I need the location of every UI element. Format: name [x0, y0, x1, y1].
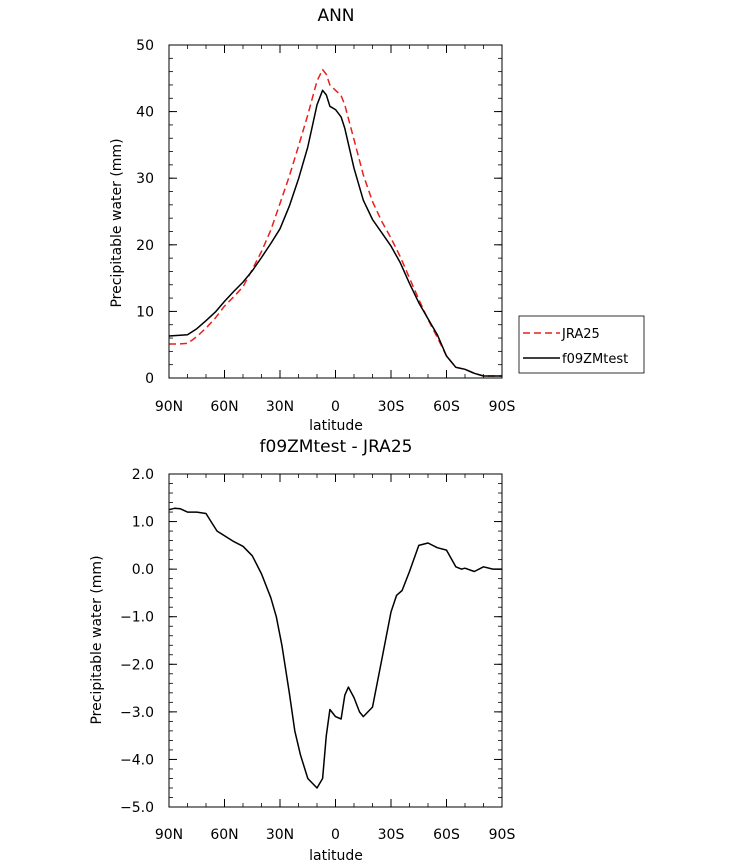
- top-x-tick-label: 60S: [433, 399, 460, 415]
- bottom-panel: f09ZMtest - JRA25 −5.0 −4.0 −3.0 −2.0 −1.0 0.…: [89, 437, 515, 864]
- bot-x-tick-label: 60N: [210, 827, 238, 843]
- legend-box: [518, 315, 645, 374]
- top-x-tick-label: 90N: [155, 399, 183, 415]
- bot-x-tick-label: 30N: [266, 827, 294, 843]
- top-panel: ANN 0 10 20 30 40 50 90N 60N 30N 0 30S 60S 90S lati…: [109, 6, 645, 434]
- bot-y-tick-label: 2.0: [132, 467, 154, 483]
- top-y-tick-label: 20: [136, 238, 154, 254]
- bottom-x-tick-labels: 90N 60N 30N 0 30S 60S 90S: [155, 827, 516, 843]
- bot-y-tick-label: −5.0: [120, 800, 154, 816]
- top-y-tick-label: 0: [145, 371, 154, 387]
- top-plot-frame: [168, 44, 503, 379]
- top-series-group: [168, 68, 502, 377]
- top-y-tick-label: 10: [136, 304, 154, 320]
- bot-series-difference-line: [168, 507, 502, 789]
- top-chart-title: ANN: [317, 6, 354, 26]
- top-series-jra25-line: [169, 68, 502, 377]
- bot-y-tick-label: −4.0: [120, 752, 154, 768]
- bot-x-tick-label: 30S: [378, 827, 405, 843]
- top-x-axis-label: latitude: [309, 418, 363, 434]
- legend-label-jra25: JRA25: [561, 327, 600, 342]
- top-x-tick-label: 30S: [378, 399, 405, 415]
- legend-label-f09zmtest: f09ZMtest: [562, 352, 628, 367]
- bottom-chart-title: f09ZMtest - JRA25: [260, 437, 413, 457]
- top-y-tick-labels: 0 10 20 30 40 50: [136, 38, 154, 387]
- bottom-ticks: [168, 473, 503, 808]
- bottom-y-tick-labels: −5.0 −4.0 −3.0 −2.0 −1.0 0.0 1.0 2.0: [120, 467, 154, 816]
- top-y-tick-label: 30: [136, 171, 154, 187]
- top-x-tick-label: 90S: [489, 399, 516, 415]
- top-series-f09zmtest-line: [168, 89, 502, 377]
- legend: JRA25 f09ZMtest: [518, 315, 645, 374]
- top-x-tick-label: 60N: [210, 399, 238, 415]
- bot-x-tick-label: 60S: [433, 827, 460, 843]
- bot-y-tick-label: −3.0: [120, 705, 154, 721]
- top-x-tick-label: 0: [331, 399, 340, 415]
- top-x-tick-label: 30N: [266, 399, 294, 415]
- bottom-series-group: [168, 507, 502, 789]
- bot-y-tick-label: −2.0: [120, 657, 154, 673]
- bot-y-tick-label: −1.0: [120, 610, 154, 626]
- bottom-plot-frame: [168, 473, 503, 808]
- bot-x-tick-label: 90N: [155, 827, 183, 843]
- bot-y-tick-label: 0.0: [132, 562, 154, 578]
- top-y-tick-label: 50: [136, 38, 154, 54]
- top-x-tick-labels: 90N 60N 30N 0 30S 60S 90S: [155, 399, 516, 415]
- bot-x-tick-label: 0: [331, 827, 340, 843]
- bot-y-tick-label: 1.0: [132, 515, 154, 531]
- top-ticks: [168, 44, 503, 379]
- bot-x-tick-label: 90S: [489, 827, 516, 843]
- bottom-x-axis-label: latitude: [309, 848, 363, 864]
- bottom-y-axis-label: Precipitable water (mm): [89, 555, 105, 724]
- top-y-axis-label: Precipitable water (mm): [109, 138, 125, 307]
- top-y-tick-label: 40: [136, 105, 154, 121]
